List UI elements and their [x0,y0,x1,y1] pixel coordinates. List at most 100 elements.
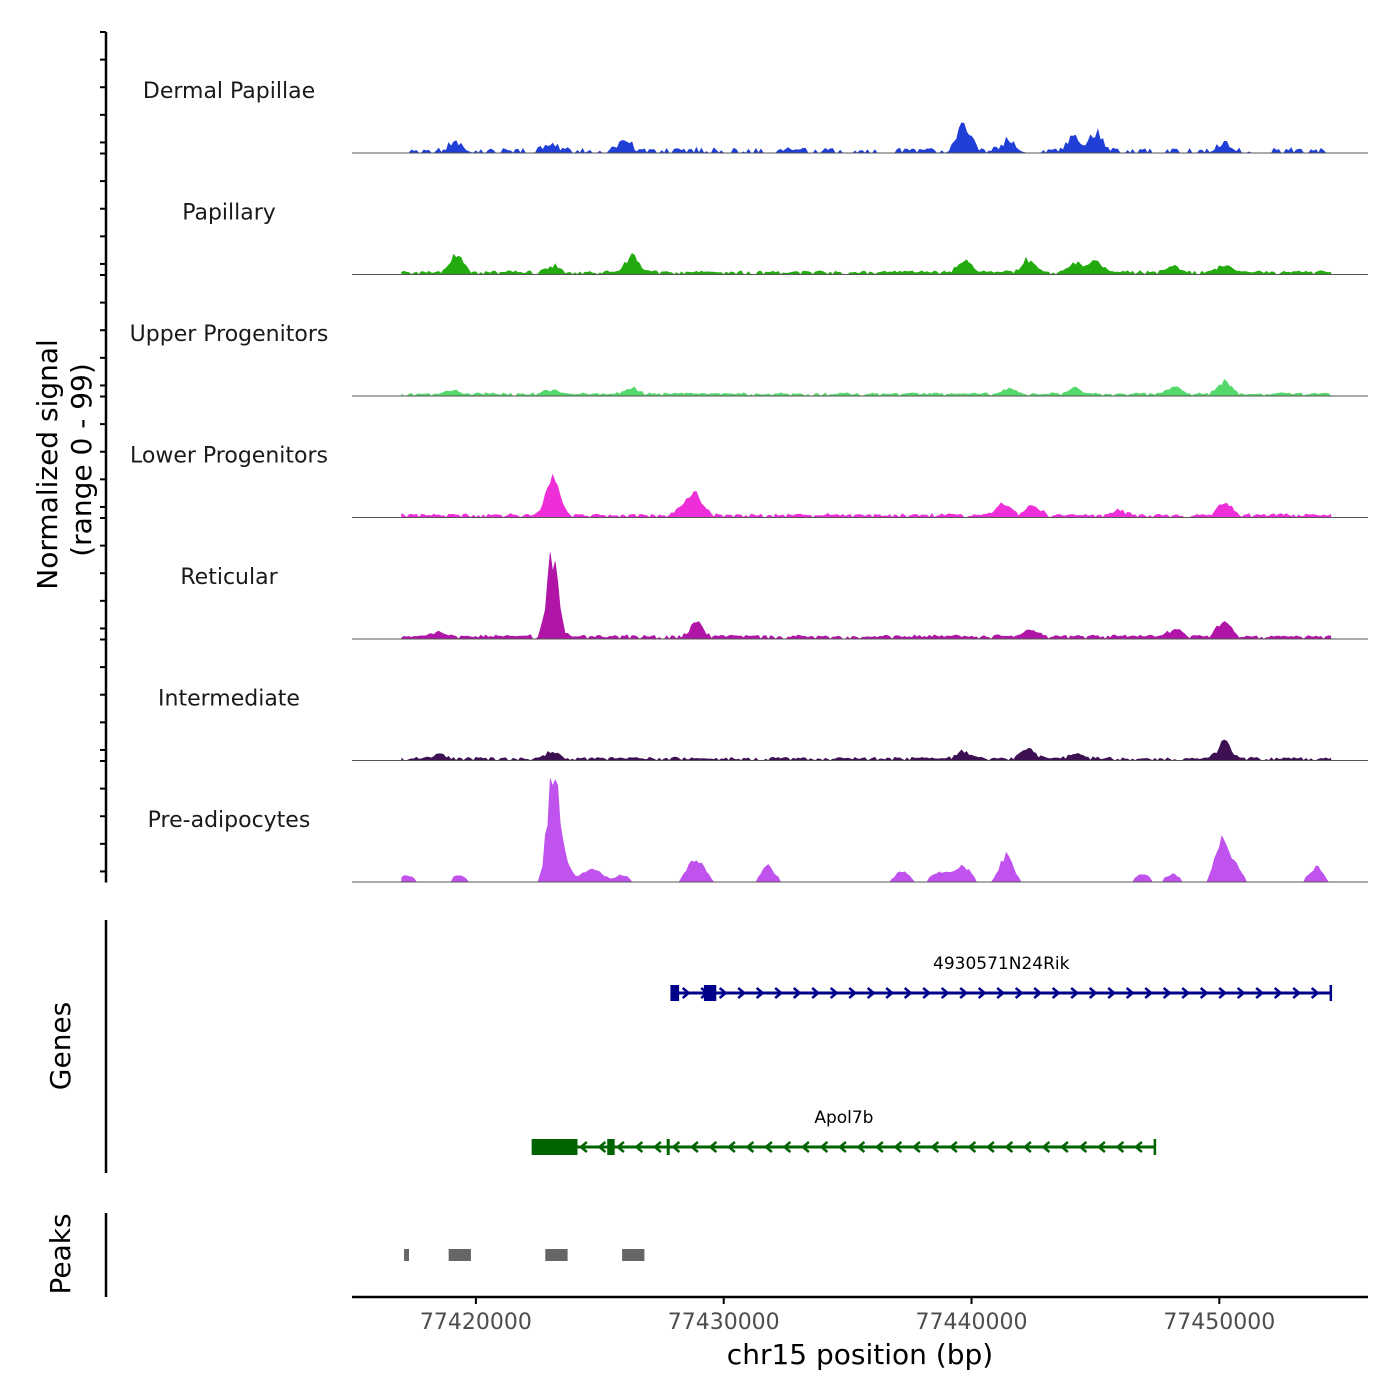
strand-arrow [1133,1141,1143,1153]
x-tick-label: 77430000 [668,1310,780,1335]
strand-arrow [737,987,747,999]
peaks-section: Peaks [44,1213,645,1297]
strand-arrow [856,1141,866,1153]
strand-arrow [1162,987,1172,999]
peak-interval [622,1249,645,1261]
gene-exon [532,1139,578,1155]
track-label: Reticular [180,565,278,590]
strand-arrow [782,1141,792,1153]
strand-arrow [885,987,895,999]
track-label: Pre-adipocytes [148,808,311,833]
strand-arrow [1033,987,1043,999]
track-signal-area [401,739,1332,761]
track-label: Lower Progenitors [130,444,328,469]
track-papillary: Papillary [182,201,1368,275]
strand-arrow [1255,987,1265,999]
track-dermal-papillae: Dermal Papillae [143,79,1368,154]
strand-arrow [1199,987,1209,999]
strand-arrow [893,1141,903,1153]
strand-arrow [959,987,969,999]
strand-arrow [615,1141,625,1153]
peaks-section-label: Peaks [44,1213,77,1294]
track-label: Intermediate [158,687,300,712]
strand-arrow [1273,987,1283,999]
strand-arrow [726,1141,736,1153]
genes-section: Genes 4930571N24Rik Apol7b [44,920,1333,1173]
strand-arrow [1022,1141,1032,1153]
track-reticular: Reticular [180,552,1368,640]
track-upper-progenitors: Upper Progenitors [130,322,1368,397]
track-intermediate: Intermediate [158,687,1368,761]
strand-arrow [763,1141,773,1153]
x-tick-label: 77440000 [916,1310,1028,1335]
strand-arrow [1014,987,1024,999]
strand-arrow [597,1141,607,1153]
track-label: Dermal Papillae [143,79,315,104]
track-label: Upper Progenitors [130,322,329,347]
strand-arrow [1218,987,1228,999]
track-signal-area [401,552,1332,640]
gene-exon [666,1139,670,1155]
signal-tracks: Dermal Papillae Papillary Upper Progenitor… [130,79,1368,883]
strand-arrow [874,1141,884,1153]
x-tick-label: 77420000 [420,1310,532,1335]
strand-arrow [940,987,950,999]
strand-arrow [911,1141,921,1153]
y-axis-title: Normalized signal (range 0 - 99) [31,330,98,589]
strand-arrow [634,1141,644,1153]
strand-arrow [708,1141,718,1153]
strand-arrow [866,987,876,999]
strand-arrow [774,987,784,999]
strand-arrow [1096,1141,1106,1153]
strand-arrow [985,1141,995,1153]
strand-arrow [745,1141,755,1153]
strand-arrow [829,987,839,999]
gene-apol7b: Apol7b [531,1108,1157,1155]
gene-label: Apol7b [814,1108,873,1128]
strand-arrow [1088,987,1098,999]
strand-arrow [903,987,913,999]
strand-arrow [848,987,858,999]
strand-arrow [1115,1141,1125,1153]
gene-exon [703,985,717,1001]
gene-label: 4930571N24Rik [933,954,1070,974]
peak-interval [545,1249,568,1261]
gene-exon [607,1139,615,1155]
strand-arrow [811,987,821,999]
track-signal-area [401,473,1332,518]
strand-arrow [967,1141,977,1153]
x-tick-label: 77450000 [1163,1310,1275,1335]
strand-arrow [1004,1141,1014,1153]
track-label: Papillary [182,201,276,226]
strand-arrow [819,1141,829,1153]
strand-arrow [1041,1141,1051,1153]
strand-arrow [755,987,765,999]
track-signal-area [401,379,1332,397]
gene-4930571n24rik: 4930571N24Rik [670,954,1333,1001]
strand-arrow [681,987,691,999]
gene-exon [671,985,680,1001]
strand-arrow [996,987,1006,999]
track-signal-area [401,778,1331,883]
signal-y-axis [100,31,108,883]
peak-interval [404,1249,409,1261]
strand-arrow [652,1141,662,1153]
strand-arrow [977,987,987,999]
y-axis-title-line-2: (range 0 - 99) [65,363,98,557]
track-signal-area [401,122,1331,154]
peak-interval [448,1249,471,1261]
strand-arrow [837,1141,847,1153]
strand-arrow [1181,987,1191,999]
strand-arrow [1236,987,1246,999]
strand-arrow [1107,987,1117,999]
x-axis-title: chr15 position (bp) [727,1338,993,1371]
strand-arrow [1292,987,1302,999]
strand-arrow [1144,987,1154,999]
strand-arrow [671,1141,681,1153]
strand-arrow [718,987,728,999]
track-signal-area [401,253,1332,275]
strand-arrow [1078,1141,1088,1153]
strand-arrow [930,1141,940,1153]
strand-arrow [922,987,932,999]
